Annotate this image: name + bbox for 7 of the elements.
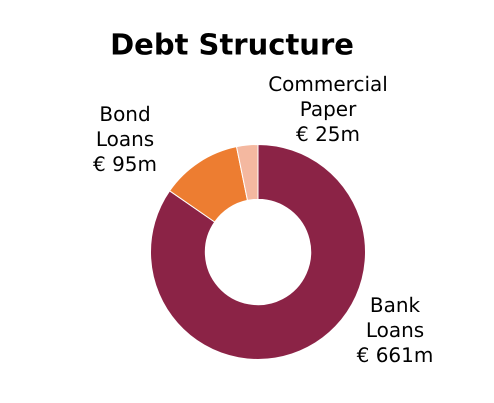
chart-title: Debt Structure (110, 28, 354, 62)
data-label: € 661m (356, 343, 434, 368)
slice-label: Bank Loans (366, 293, 424, 342)
slice-label: Commercial Paper (268, 72, 388, 122)
data-label: € 95m (92, 152, 158, 176)
slice-label: Bond Loans (96, 102, 154, 152)
data-label: € 25m (296, 122, 360, 146)
